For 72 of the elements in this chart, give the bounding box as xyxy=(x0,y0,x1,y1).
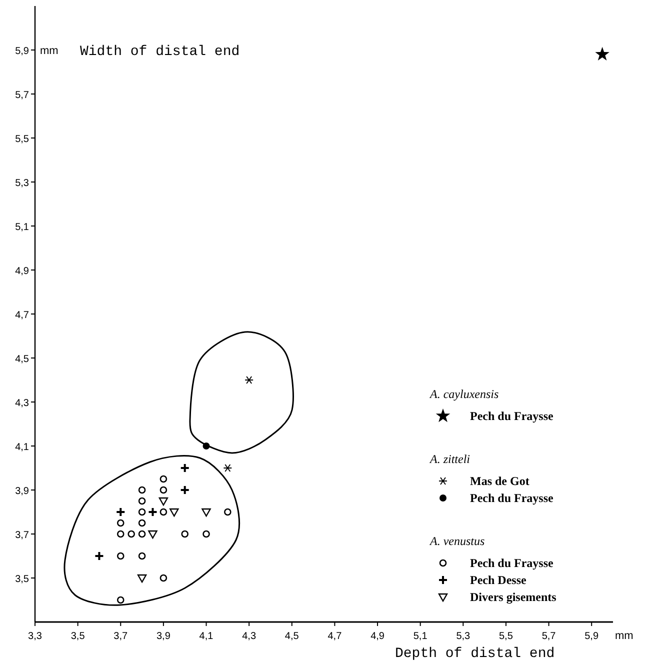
point xyxy=(158,497,168,506)
x-tick-label: 4,5 xyxy=(284,631,300,642)
point xyxy=(128,530,135,538)
x-tick-label: 5,7 xyxy=(542,631,556,642)
point xyxy=(595,46,610,60)
point xyxy=(138,486,146,494)
point xyxy=(223,464,232,472)
point xyxy=(160,486,168,494)
y-tick-label: 5,3 xyxy=(15,178,30,189)
x-tick-label: 5,9 xyxy=(584,631,599,642)
point xyxy=(180,485,190,495)
x-tick-label: 4,3 xyxy=(242,631,256,642)
x-tick-label: 5,5 xyxy=(499,631,514,642)
x-tick-label: 5,1 xyxy=(413,631,428,642)
point xyxy=(160,574,168,582)
point xyxy=(138,497,146,505)
legend-label: Pech du Fraysse xyxy=(470,409,554,423)
point xyxy=(202,530,210,538)
x-tick-label: 3,9 xyxy=(156,631,171,642)
annotation: A. zitteli xyxy=(429,452,470,466)
legend-label: Pech du Fraysse xyxy=(470,556,554,570)
point xyxy=(148,507,158,517)
x-axis-title: Depth of distal end xyxy=(395,646,555,662)
y-tick-label: 4,3 xyxy=(15,398,30,409)
x-tick-label: 4,1 xyxy=(199,631,214,642)
y-tick-label: 5,9 xyxy=(15,46,30,57)
x-tick-label: 3,7 xyxy=(114,631,128,642)
y-tick-label: 5,7 xyxy=(15,90,30,101)
point xyxy=(160,475,168,483)
y-tick-label: 5,5 xyxy=(15,134,30,145)
x-tick-label: 5,3 xyxy=(456,631,471,642)
x-tick-label: 4,7 xyxy=(328,631,342,642)
point xyxy=(137,574,147,583)
point xyxy=(181,530,188,538)
legend-label: Pech du Fraysse xyxy=(470,491,554,505)
point xyxy=(116,519,124,527)
point xyxy=(138,519,146,527)
point xyxy=(116,552,124,560)
y-tick-label: 4,1 xyxy=(15,442,30,453)
y-tick-label: 3,7 xyxy=(15,530,30,541)
point xyxy=(202,442,210,450)
point xyxy=(116,530,124,538)
x-tick-label: 4,9 xyxy=(370,631,385,642)
point xyxy=(138,508,146,516)
x-tick-label: 3,3 xyxy=(28,631,42,642)
point xyxy=(94,551,104,561)
y-axis-title: Width of distal end xyxy=(80,44,240,60)
point xyxy=(116,507,126,517)
point xyxy=(180,463,190,473)
y-tick-label: 4,5 xyxy=(15,354,30,365)
y-tick-label: 4,9 xyxy=(15,266,30,277)
legend-label: Pech Desse xyxy=(470,573,527,587)
x-tick-label: 3,5 xyxy=(70,631,86,642)
legend-label: Divers gisements xyxy=(470,590,557,604)
point xyxy=(224,508,232,516)
annotation: A. cayluxensis xyxy=(429,387,499,401)
annotation: mm xyxy=(40,45,58,57)
point xyxy=(170,508,179,517)
point xyxy=(160,508,168,516)
point xyxy=(138,530,146,538)
annotation: A. venustus xyxy=(429,534,485,548)
y-tick-label: 3,9 xyxy=(15,486,30,497)
point xyxy=(148,530,158,539)
text: mm xyxy=(615,630,634,642)
point xyxy=(202,508,211,517)
y-tick-label: 4,7 xyxy=(15,310,30,321)
point xyxy=(116,596,124,604)
point xyxy=(244,376,254,384)
point xyxy=(138,552,146,560)
y-tick-label: 5,1 xyxy=(15,222,30,233)
legend-label: Mas de Got xyxy=(470,474,530,488)
y-tick-label: 3,5 xyxy=(15,574,30,585)
